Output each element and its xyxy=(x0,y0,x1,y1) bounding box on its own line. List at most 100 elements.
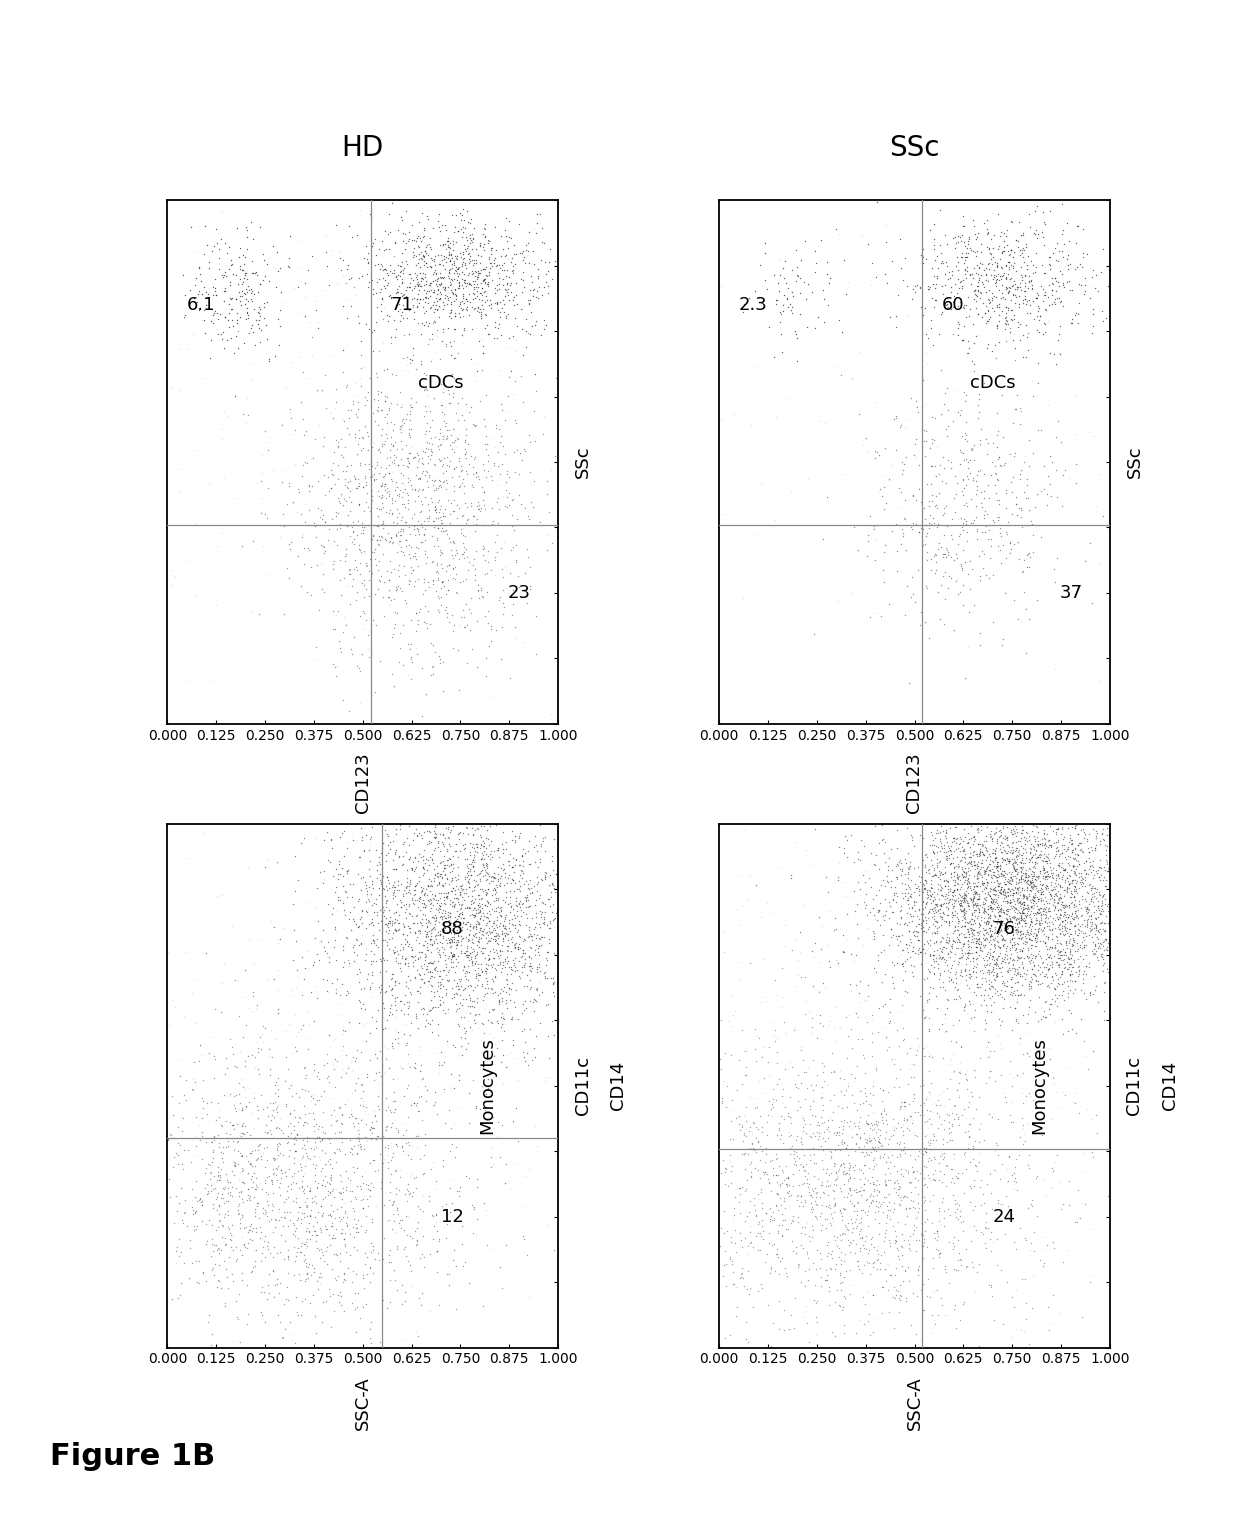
Point xyxy=(518,924,538,949)
Point xyxy=(399,870,419,895)
Point xyxy=(976,1210,996,1235)
Point xyxy=(361,1150,381,1175)
Point xyxy=(435,942,455,967)
Point xyxy=(407,440,427,465)
Point xyxy=(508,964,528,989)
Point xyxy=(890,1130,910,1155)
Point xyxy=(1030,882,1050,907)
Point xyxy=(939,890,959,915)
Point xyxy=(963,842,983,867)
Point xyxy=(368,394,388,419)
Point xyxy=(482,969,502,993)
Point xyxy=(1042,1175,1061,1200)
Point xyxy=(372,277,392,302)
Point xyxy=(366,613,386,638)
Point xyxy=(436,249,456,274)
Point xyxy=(526,313,546,337)
Point xyxy=(348,956,368,981)
Point xyxy=(518,1053,538,1078)
Point xyxy=(526,976,546,1001)
Point xyxy=(1038,493,1058,517)
Point xyxy=(433,904,453,929)
Point xyxy=(285,1104,305,1129)
Point xyxy=(1034,856,1054,881)
Point xyxy=(402,394,422,419)
Point xyxy=(985,919,1004,944)
Point xyxy=(955,885,975,910)
Point xyxy=(934,833,954,858)
Point xyxy=(459,875,479,899)
Point xyxy=(1064,878,1084,902)
Point xyxy=(998,882,1018,907)
Point xyxy=(916,419,936,444)
Point xyxy=(486,924,506,949)
Point xyxy=(476,882,496,907)
Point xyxy=(1017,257,1037,282)
Point xyxy=(857,1224,877,1249)
Point xyxy=(1069,861,1089,886)
Point xyxy=(1087,906,1107,930)
Point xyxy=(968,273,988,297)
Point xyxy=(910,276,930,300)
Point xyxy=(996,913,1016,938)
Point xyxy=(264,1235,284,1260)
Point xyxy=(351,904,371,929)
Point xyxy=(997,861,1017,886)
Point xyxy=(1049,890,1069,915)
Point xyxy=(966,879,986,904)
Point xyxy=(408,294,428,319)
Point xyxy=(295,285,315,310)
Point xyxy=(418,907,438,932)
Point xyxy=(351,816,371,841)
Point xyxy=(449,302,469,326)
Point xyxy=(764,1206,784,1230)
Point xyxy=(454,838,474,862)
Point xyxy=(1024,885,1044,910)
Point xyxy=(538,280,558,305)
Point xyxy=(992,913,1012,938)
Point xyxy=(723,1272,743,1297)
Point xyxy=(430,838,450,862)
Point xyxy=(286,1240,306,1264)
Point xyxy=(963,889,983,913)
Point xyxy=(515,975,534,999)
Point xyxy=(453,203,472,228)
Point xyxy=(936,249,956,274)
Point xyxy=(997,889,1017,913)
Point xyxy=(353,476,373,501)
Point xyxy=(1070,935,1090,959)
Point xyxy=(973,1181,993,1206)
Point xyxy=(394,473,414,497)
Point xyxy=(1074,850,1094,875)
Point xyxy=(987,265,1007,290)
Point xyxy=(967,844,987,869)
Point xyxy=(750,1220,770,1244)
Point xyxy=(978,331,998,356)
Point xyxy=(244,1153,264,1178)
Point xyxy=(350,844,370,869)
Point xyxy=(870,1101,890,1126)
Point xyxy=(401,274,420,299)
Point xyxy=(361,1127,381,1152)
Point xyxy=(903,939,923,964)
Point xyxy=(361,464,381,488)
Point xyxy=(996,496,1016,521)
Point xyxy=(237,1272,257,1297)
Point xyxy=(496,1232,516,1257)
Point xyxy=(428,973,448,998)
Point xyxy=(218,308,238,333)
Point xyxy=(196,1269,216,1294)
Point xyxy=(880,916,900,941)
Point xyxy=(930,873,950,898)
Point xyxy=(498,915,518,939)
Point xyxy=(332,873,352,898)
Point xyxy=(997,907,1017,932)
Point xyxy=(960,961,980,986)
Point xyxy=(269,1197,289,1221)
Point xyxy=(500,273,520,297)
Point xyxy=(875,1269,895,1294)
Point xyxy=(210,1194,229,1218)
Point xyxy=(826,995,846,1019)
Point xyxy=(977,855,997,879)
Point xyxy=(453,303,472,328)
